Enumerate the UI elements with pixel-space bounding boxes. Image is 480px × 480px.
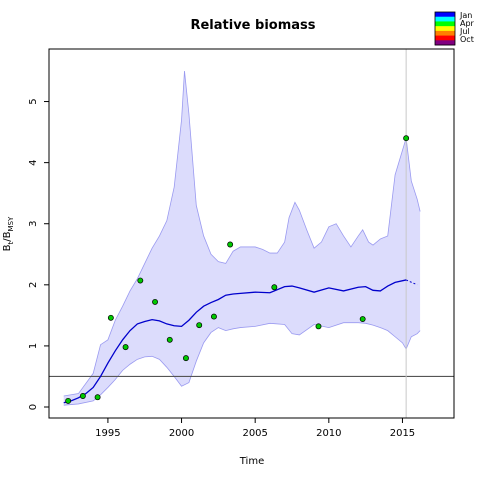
observation-point: [196, 322, 203, 329]
legend-label: Apr: [460, 19, 475, 28]
observation-point: [107, 314, 114, 321]
legend-swatch: [435, 21, 455, 27]
legend-swatch: [435, 12, 455, 18]
y-tick-label: 0: [28, 404, 39, 410]
y-axis-label: Bt/BMSY: [2, 216, 15, 251]
x-tick-label: 2005: [242, 428, 267, 439]
observation-point: [403, 135, 410, 142]
observation-point: [210, 313, 217, 320]
observation-point: [65, 397, 72, 404]
legend-swatch: [435, 35, 455, 41]
x-tick-label: 2010: [316, 428, 341, 439]
observation-point: [122, 344, 129, 351]
legend-label: Jul: [459, 27, 470, 36]
legend-swatch: [435, 26, 455, 32]
observation-point: [227, 241, 234, 248]
x-tick-label: 2015: [390, 428, 415, 439]
observation-point: [79, 393, 86, 399]
observation-point: [271, 284, 278, 291]
legend-swatch: [435, 16, 455, 22]
x-tick-label: 1995: [95, 428, 120, 439]
legend-swatch: [435, 30, 455, 36]
observation-point: [152, 298, 158, 305]
plot-frame: [48, 48, 455, 419]
observation-point: [359, 316, 366, 322]
plot-area: [49, 49, 454, 418]
observation-point: [94, 394, 101, 401]
x-axis: 1995 2000 2005 2010 2015: [95, 418, 415, 439]
y-axis: 0 1 2 3 4 5: [28, 98, 49, 410]
x-tick-label: 2000: [169, 428, 194, 439]
observation-point: [315, 323, 322, 330]
observation-point: [166, 336, 173, 343]
observation-point: [137, 277, 144, 284]
observation-point: [183, 355, 189, 362]
upper-bound-line: [63, 70, 421, 397]
legend-frame: [434, 11, 456, 46]
legend-swatch: [435, 40, 455, 46]
confidence-band: [63, 71, 421, 406]
estimate-line: [63, 279, 407, 404]
y-tick-label: 5: [28, 98, 39, 104]
y-tick-label: 4: [28, 159, 39, 165]
x-axis-label: Time: [239, 456, 264, 467]
y-tick-label: 3: [28, 221, 39, 227]
y-tick-label: 2: [28, 282, 39, 288]
legend-label: Oct: [460, 35, 474, 44]
lower-bound-line: [63, 322, 421, 406]
chart-title: Relative biomass: [190, 18, 315, 33]
y-tick-label: 1: [28, 343, 39, 349]
legend-label: Jan: [459, 11, 472, 20]
